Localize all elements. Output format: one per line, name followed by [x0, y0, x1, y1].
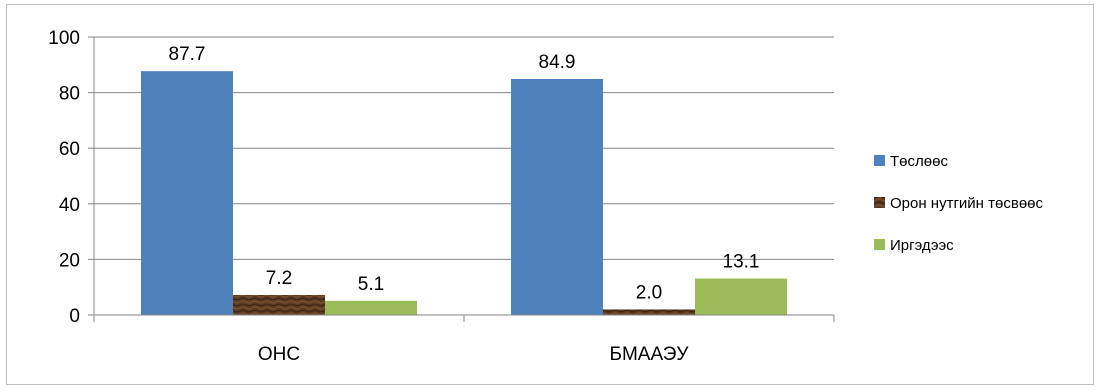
y-tick-label: 0 — [69, 306, 80, 327]
legend-label: Төслөөс — [890, 153, 948, 170]
y-tick-label: 40 — [59, 195, 80, 216]
legend-swatch — [874, 155, 885, 166]
data-label: 5.1 — [358, 274, 384, 295]
data-label: 13.1 — [723, 252, 760, 273]
data-label: 7.2 — [266, 268, 292, 289]
bar-3-2 — [695, 278, 787, 315]
bar-2-2 — [603, 309, 695, 315]
legend-swatch — [874, 239, 885, 250]
y-tick-label: 80 — [59, 84, 80, 105]
y-tick-label: 60 — [59, 139, 80, 160]
legend-label: Иргэдээс — [890, 237, 954, 254]
y-tick-label: 20 — [59, 250, 80, 271]
y-tick-label: 100 — [48, 28, 80, 49]
bar-1-2 — [511, 78, 603, 315]
data-label: 87.7 — [169, 44, 206, 65]
x-category-label: БМААЭУ — [610, 344, 690, 365]
legend-label: Орон нутгийн төсвөөс — [890, 195, 1044, 212]
data-label: 2.0 — [636, 282, 662, 303]
legend-swatch — [874, 197, 885, 208]
data-label: 84.9 — [539, 52, 576, 73]
bar-1-1 — [141, 71, 233, 315]
bar-3-1 — [325, 300, 417, 315]
x-category-label: ОНС — [258, 344, 300, 365]
bar-2-1 — [233, 294, 325, 315]
